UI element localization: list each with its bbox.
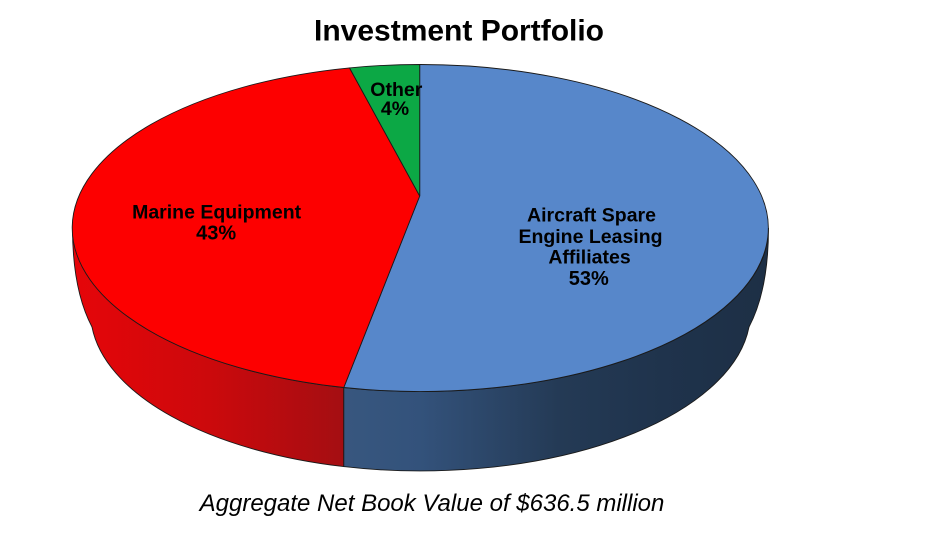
svg-text:4%: 4% [381, 98, 409, 120]
svg-text:Aggregate Net Book Value of $6: Aggregate Net Book Value of $636.5 milli… [198, 490, 665, 517]
svg-text:Aircraft Spare: Aircraft Spare [527, 205, 656, 227]
svg-text:Affiliates: Affiliates [548, 247, 631, 269]
svg-text:53%: 53% [569, 268, 609, 290]
svg-text:Engine Leasing: Engine Leasing [518, 226, 662, 248]
svg-text:Marine Equipment: Marine Equipment [132, 201, 302, 223]
svg-text:Investment Portfolio: Investment Portfolio [314, 15, 604, 48]
svg-text:Other: Other [370, 79, 422, 101]
svg-text:43%: 43% [196, 223, 236, 245]
